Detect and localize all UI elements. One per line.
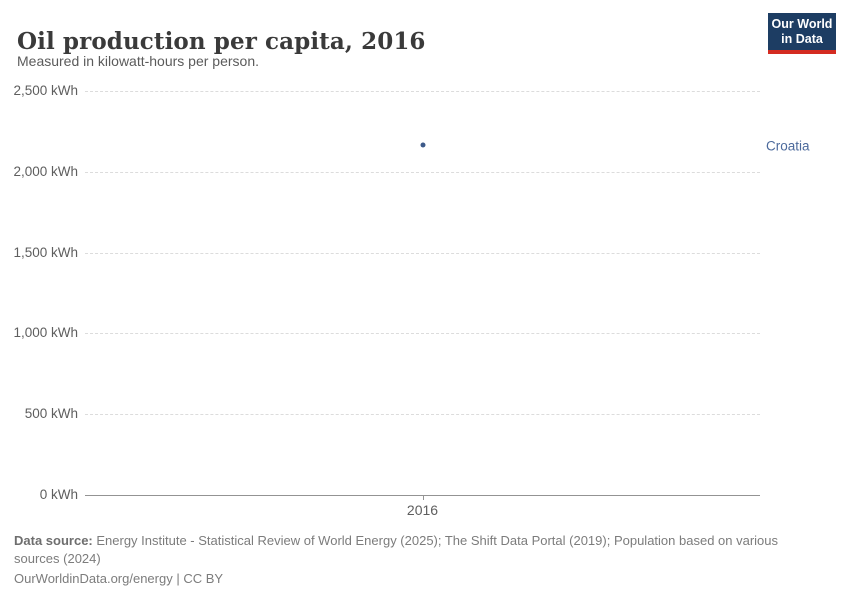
- data-source-text: Energy Institute - Statistical Review of…: [14, 533, 779, 567]
- y-tick-label: 0 kWh: [39, 487, 78, 503]
- y-gridline: [85, 91, 760, 92]
- y-tick-label: 2,000 kWh: [13, 163, 78, 179]
- chart-footer: Data source: Energy Institute - Statisti…: [14, 532, 816, 589]
- x-tick-mark: [422, 495, 424, 500]
- y-tick-label: 1,500 kWh: [13, 244, 78, 260]
- credit-line: OurWorldinData.org/energy | CC BY: [14, 570, 816, 588]
- data-source-line: Data source: Energy Institute - Statisti…: [14, 532, 816, 568]
- y-tick-label: 2,500 kWh: [13, 83, 78, 99]
- x-axis-line: [85, 495, 760, 496]
- x-tick-label: 2016: [406, 502, 439, 518]
- y-gridline: [85, 252, 760, 254]
- chart-title: Oil production per capita, 2016: [17, 28, 426, 56]
- y-tick-label: 500 kWh: [24, 406, 78, 422]
- chart-subtitle: Measured in kilowatt-hours per person.: [17, 53, 260, 69]
- owid-logo-text-line2: in Data: [781, 31, 823, 46]
- y-gridline: [85, 414, 760, 416]
- data-point-croatia[interactable]: [420, 142, 425, 148]
- y-gridline: [85, 171, 760, 173]
- owid-logo-text-line1: Our World: [771, 17, 833, 31]
- owid-logo[interactable]: Our World in Data: [768, 13, 836, 54]
- entity-label-croatia[interactable]: Croatia: [766, 138, 810, 154]
- credit-link[interactable]: OurWorldinData.org/energy | CC BY: [14, 571, 224, 587]
- data-source-label: Data source:: [14, 533, 93, 548]
- y-tick-label: 1,000 kWh: [13, 325, 78, 341]
- y-gridline: [85, 333, 760, 335]
